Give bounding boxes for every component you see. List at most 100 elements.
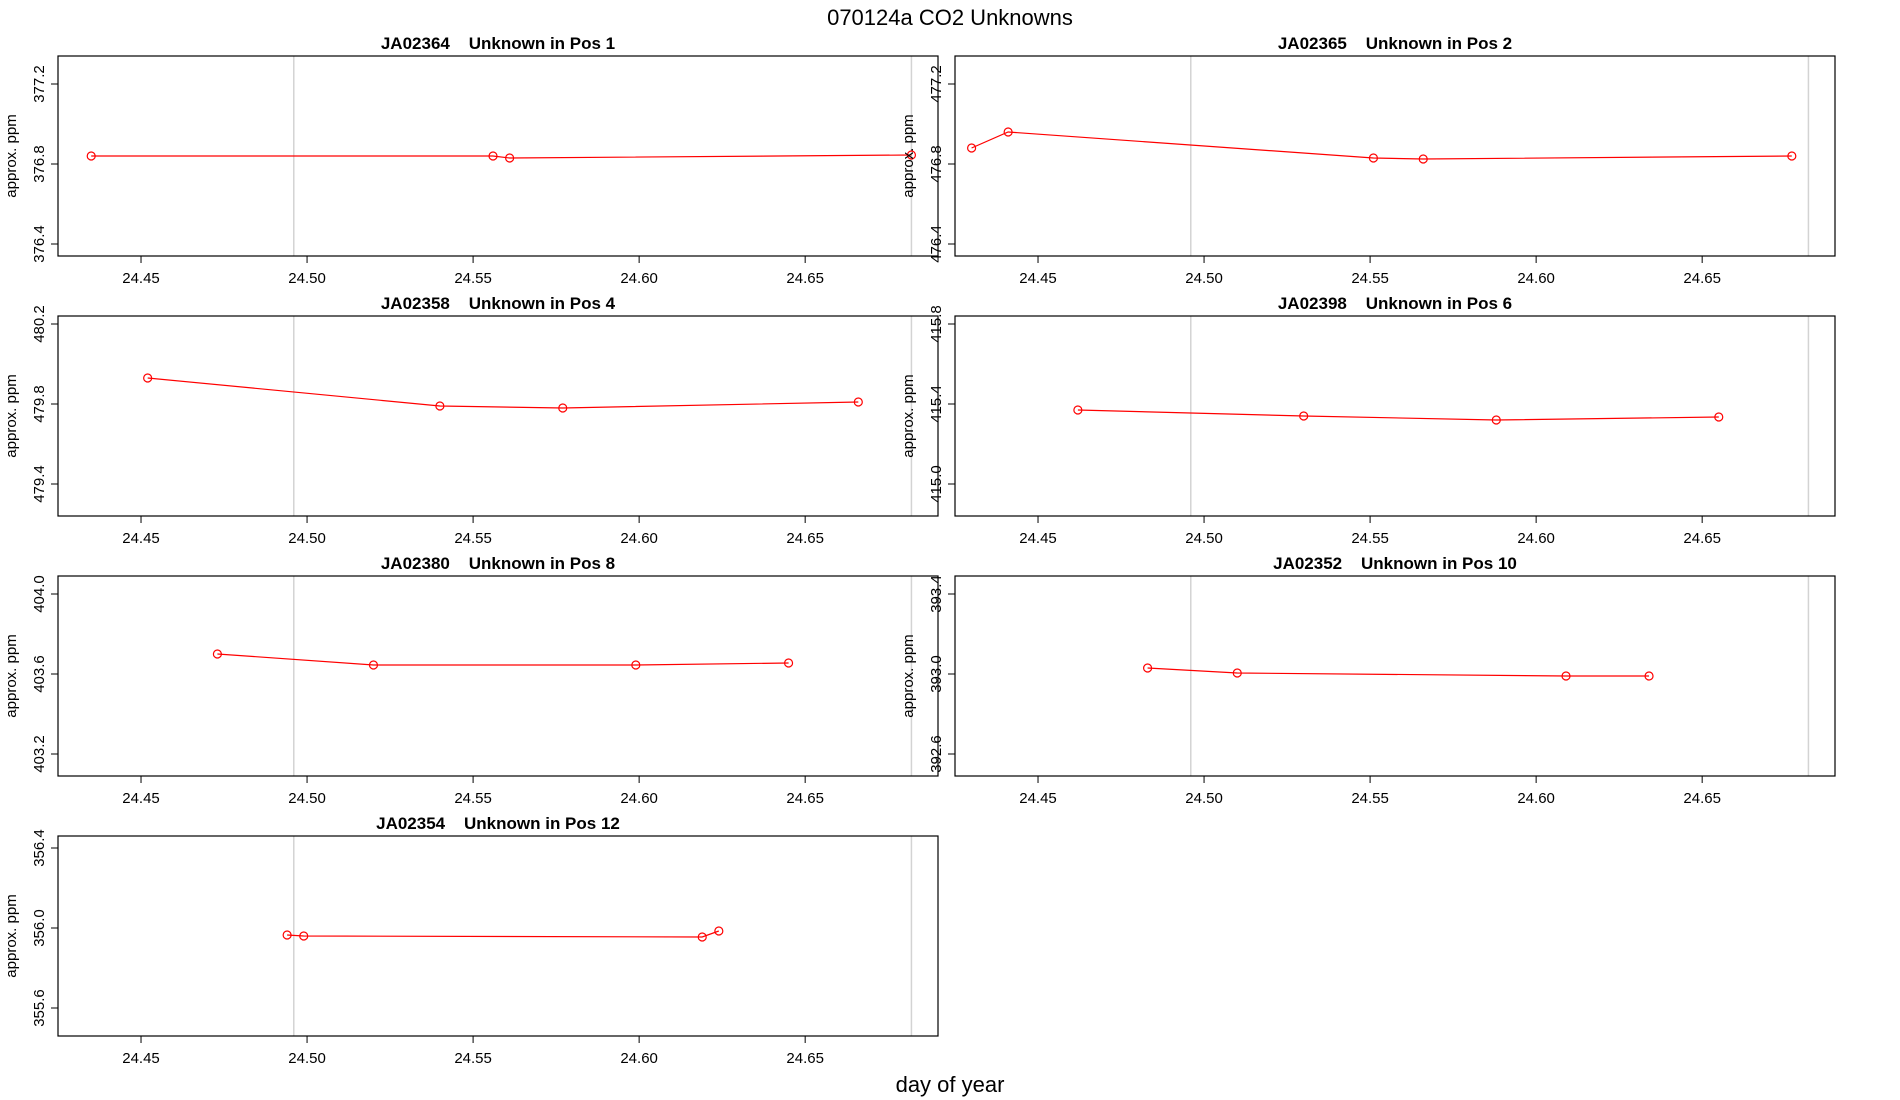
x-tick-label: 24.60	[620, 530, 658, 547]
y-axis-label: approx. ppm	[3, 374, 20, 457]
plot-frame	[57, 55, 939, 257]
y-tick-label: 377.2	[31, 65, 48, 103]
panel-title: JA02352 Unknown in Pos 10	[1273, 554, 1517, 573]
x-tick-label: 24.50	[1185, 270, 1223, 287]
y-tick-label: 415.0	[928, 465, 945, 503]
y-tick-label: 476.8	[928, 145, 945, 183]
x-tick-label: 24.60	[620, 1050, 658, 1067]
series-line	[1147, 667, 1649, 677]
y-tick-label: 393.0	[928, 655, 945, 693]
data-point	[435, 401, 445, 411]
panel-5: JA02380 Unknown in Pos 8 24.45 24.50 24.55 2…	[3, 554, 939, 807]
plot-frame	[954, 575, 1836, 777]
x-tick-label: 24.45	[122, 530, 160, 547]
x-tick-label: 24.50	[288, 530, 326, 547]
x-tick-label: 24.50	[1185, 790, 1223, 807]
x-tick-label: 24.45	[1019, 530, 1057, 547]
x-tick-label: 24.50	[288, 1050, 326, 1067]
x-tick-label: 24.60	[1517, 530, 1555, 547]
series-line	[217, 653, 789, 666]
data-point	[505, 153, 515, 163]
y-axis-label: approx. ppm	[3, 634, 20, 717]
panel-1: JA02364 Unknown in Pos 1 24.45 24.50 24.55 2…	[3, 34, 939, 287]
panel-title: JA02354 Unknown in Pos 12	[376, 814, 620, 833]
y-tick-label: 356.0	[31, 909, 48, 947]
panel-title: JA02398 Unknown in Pos 6	[1278, 294, 1512, 313]
data-point	[1418, 154, 1428, 164]
series-line	[1077, 409, 1719, 421]
data-point	[488, 151, 498, 161]
data-point	[1787, 151, 1797, 161]
panel-4: JA02398 Unknown in Pos 6 24.45 24.50 24.55 2…	[900, 294, 1836, 547]
data-point	[853, 397, 863, 407]
x-tick-label: 24.50	[1185, 530, 1223, 547]
x-tick-label: 24.65	[786, 270, 824, 287]
y-tick-label: 415.4	[928, 385, 945, 423]
data-point	[1143, 663, 1153, 673]
data-point	[631, 660, 641, 670]
y-tick-label: 392.6	[928, 735, 945, 773]
y-axis-label: approx. ppm	[3, 114, 20, 197]
panel-title: JA02358 Unknown in Pos 4	[381, 294, 616, 313]
data-point	[1368, 153, 1379, 163]
x-tick-label: 24.55	[454, 530, 492, 547]
data-point	[1491, 415, 1501, 425]
x-tick-label: 24.65	[1683, 790, 1721, 807]
data-point	[558, 403, 568, 413]
y-tick-label: 476.4	[928, 225, 945, 263]
series-line	[147, 377, 859, 409]
data-point	[783, 658, 794, 668]
y-axis-label: approx. ppm	[900, 114, 917, 197]
data-point	[697, 932, 707, 942]
data-point	[282, 930, 292, 940]
x-tick-label: 24.45	[1019, 790, 1057, 807]
y-tick-label: 479.8	[31, 385, 48, 423]
x-tick-label: 24.55	[454, 270, 492, 287]
plot-frame	[954, 315, 1836, 517]
x-tick-label: 24.45	[122, 270, 160, 287]
y-tick-label: 403.6	[31, 655, 48, 693]
plot-frame	[57, 315, 939, 517]
series-line	[91, 154, 912, 159]
x-tick-label: 24.45	[122, 1050, 160, 1067]
y-tick-label: 477.2	[928, 65, 945, 103]
y-axis-label: approx. ppm	[900, 374, 917, 457]
figure-title: 070124a CO2 Unknowns	[827, 5, 1073, 30]
panel-title: JA02380 Unknown in Pos 8	[381, 554, 615, 573]
y-tick-label: 415.8	[928, 305, 945, 343]
y-tick-label: 376.4	[31, 225, 48, 263]
x-tick-label: 24.60	[620, 270, 658, 287]
x-tick-label: 24.55	[454, 1050, 492, 1067]
panels-group: JA02364 Unknown in Pos 1 24.45 24.50 24.55 2…	[3, 34, 1836, 1067]
x-tick-label: 24.55	[454, 790, 492, 807]
x-tick-label: 24.45	[122, 790, 160, 807]
x-tick-label: 24.65	[786, 530, 824, 547]
data-point	[1714, 412, 1724, 422]
x-tick-label: 24.65	[786, 1050, 824, 1067]
x-tick-label: 24.55	[1351, 790, 1389, 807]
plot-frame	[57, 835, 939, 1037]
x-tick-label: 24.45	[1019, 270, 1057, 287]
panel-title: JA02365 Unknown in Pos 2	[1278, 34, 1512, 53]
y-axis-label: approx. ppm	[900, 634, 917, 717]
x-tick-label: 24.65	[1683, 270, 1721, 287]
y-tick-label: 393.4	[928, 575, 945, 613]
series-line	[287, 930, 720, 938]
data-point	[906, 150, 917, 160]
data-point	[967, 143, 977, 153]
data-point	[86, 151, 96, 161]
y-axis-label: approx. ppm	[3, 894, 20, 977]
x-tick-label: 24.50	[288, 270, 326, 287]
plot-frame	[57, 575, 939, 777]
panel-2: JA02365 Unknown in Pos 2 24.45 24.50 24.55 2…	[900, 34, 1836, 287]
plot-frame	[954, 55, 1836, 257]
figure-xlabel: day of year	[896, 1072, 1005, 1097]
y-tick-label: 479.4	[31, 465, 48, 503]
x-tick-label: 24.50	[288, 790, 326, 807]
data-point	[143, 373, 153, 383]
y-tick-label: 480.2	[31, 305, 48, 343]
y-tick-label: 355.6	[31, 989, 48, 1027]
data-point	[1561, 671, 1571, 681]
panel-3: JA02358 Unknown in Pos 4 24.45 24.50 24.55 2…	[3, 294, 939, 547]
